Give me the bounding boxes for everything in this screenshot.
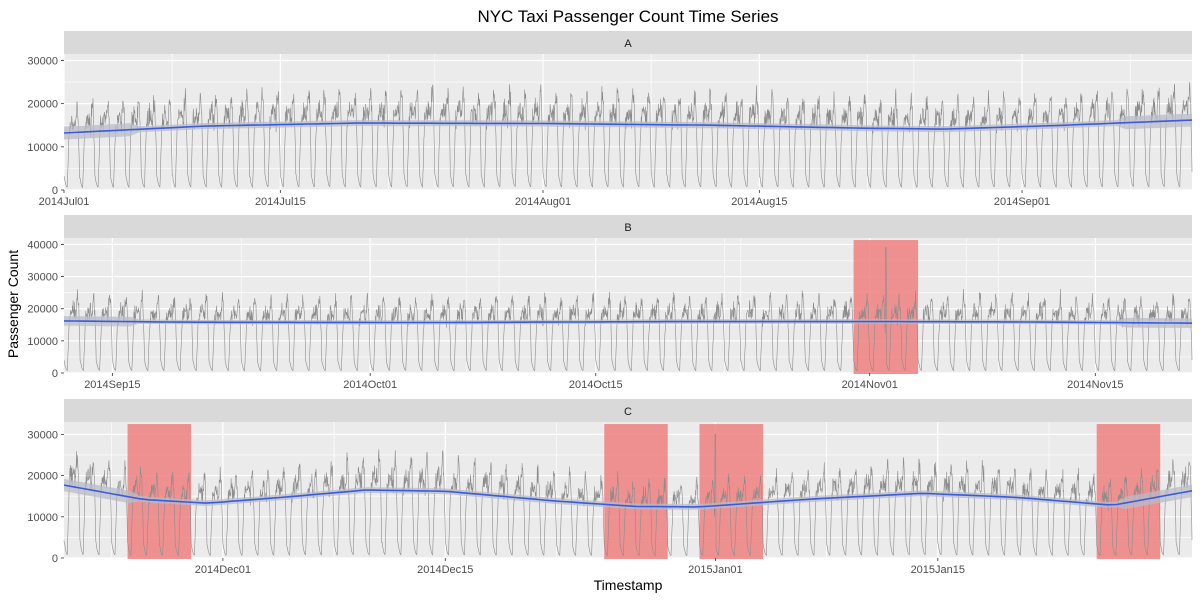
x-tick-label: 2014Nov01: [842, 379, 898, 391]
trend-line: [63, 320, 1193, 324]
x-tick-label: 2015Jan01: [688, 564, 742, 576]
x-tick-label: 2014Dec01: [195, 564, 251, 576]
y-tick-label: 20000: [27, 99, 58, 111]
facet-strip-label: C: [624, 406, 632, 418]
y-tick-label: 0: [52, 185, 58, 197]
y-tick-label: 0: [52, 368, 58, 380]
x-tick-label: 2014Jul01: [39, 196, 90, 208]
x-tick-label: 2014Nov15: [1067, 379, 1123, 391]
panel-c: C 0 10000 20000 30000 2014Dec01 2014Dec15 2015J…: [27, 399, 1193, 576]
trend-confidence-band: [64, 113, 1192, 140]
facet-strip: [64, 31, 1192, 54]
y-tick-label: 30000: [27, 272, 58, 284]
anomaly-window: [853, 240, 919, 374]
chart-title: NYC Taxi Passenger Count Time Series: [477, 7, 778, 26]
trend-line: [63, 119, 1193, 134]
x-tick-label: 2014Dec15: [417, 564, 473, 576]
facet-strip: [64, 399, 1192, 422]
panel-a: A 0 10000 20000 30000 2014Jul01 2014Jul15 2014A…: [27, 31, 1193, 208]
x-tick-label: 2014Aug15: [731, 196, 787, 208]
x-tick-label: 2014Aug01: [515, 196, 571, 208]
y-tick-label: 30000: [27, 429, 58, 441]
trend-line: [63, 484, 1193, 508]
x-tick-label: 2015Jan15: [911, 564, 965, 576]
y-tick-label: 30000: [27, 55, 58, 67]
y-tick-label: 0: [52, 553, 58, 565]
y-tick-label: 20000: [27, 471, 58, 483]
y-axis-label: Passenger Count: [5, 250, 21, 358]
y-tick-label: 10000: [27, 336, 58, 348]
panel-b: B 0 10000 20000 30000 40000 2014Sep15 2014Oct01…: [27, 215, 1193, 391]
y-tick-label: 10000: [27, 512, 58, 524]
facet-strip-label: A: [624, 38, 632, 50]
y-tick-label: 20000: [27, 304, 58, 316]
x-tick-label: 2014Sep15: [84, 379, 140, 391]
x-tick-label: 2014Oct01: [343, 379, 397, 391]
gridlines: [63, 54, 1192, 191]
x-tick-label: 2014Sep01: [994, 196, 1050, 208]
x-axis-label: Timestamp: [594, 577, 663, 593]
y-tick-label: 40000: [27, 239, 58, 251]
x-tick-label: 2014Jul15: [255, 196, 306, 208]
facet-strip-label: B: [624, 222, 631, 234]
raw-series-line: [63, 82, 1193, 189]
facet-strip: [64, 215, 1192, 238]
raw-series-line: [63, 434, 1193, 557]
trend-confidence-band: [64, 478, 1192, 510]
x-tick-label: 2014Oct15: [569, 379, 623, 391]
panels: A 0 10000 20000 30000 2014Jul01 2014Jul15 2014A…: [27, 31, 1193, 576]
y-tick-label: 10000: [27, 142, 58, 154]
